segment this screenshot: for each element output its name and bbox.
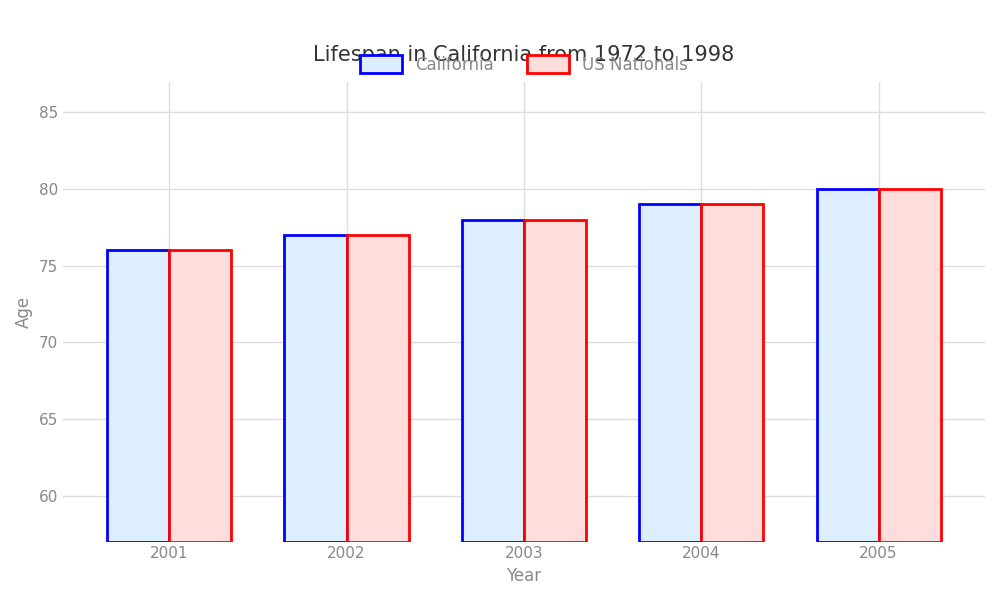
Bar [169,250,231,542]
Bar [284,235,347,542]
Y-axis label: Age: Age [15,296,33,328]
Bar [701,205,763,542]
Bar [639,205,701,542]
Bar [347,235,409,542]
Legend: California, US Nationals: California, US Nationals [353,49,695,80]
Bar [879,189,941,542]
Bar [462,220,524,542]
Bar [524,220,586,542]
Bar [817,189,879,542]
Bar [107,250,169,542]
X-axis label: Year: Year [506,567,541,585]
Title: Lifespan in California from 1972 to 1998: Lifespan in California from 1972 to 1998 [313,45,735,65]
